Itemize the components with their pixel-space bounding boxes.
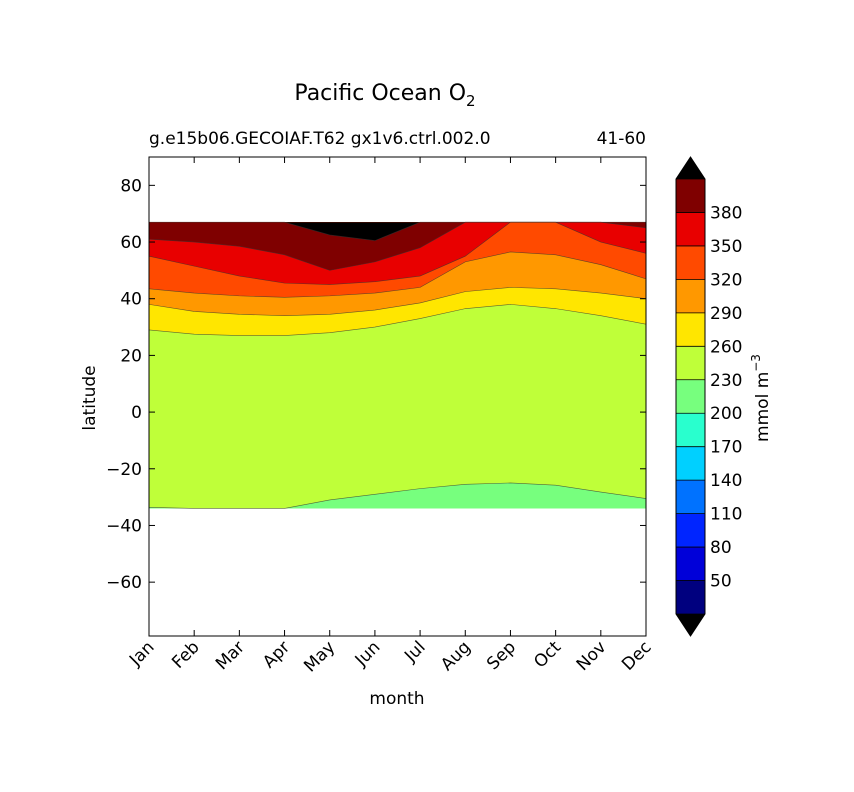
chart-subtitle-left: g.e15b06.GECOIAF.T62 gx1v6.ctrl.002.0 (149, 129, 491, 149)
y-tick-label: 40 (120, 290, 142, 310)
colorbar-under-arrow (676, 614, 705, 636)
colorbar: 380 350 320 290 260 230 200 170 140 110 80 50 (675, 156, 742, 637)
chart-title: Pacific Ocean O2 (294, 81, 475, 110)
y-tick-label: 60 (120, 233, 142, 253)
colorbar-tick-label: 290 (710, 304, 742, 324)
contour-line-350 (148, 221, 647, 285)
colorbar-label: mmol m−3 (749, 354, 773, 442)
colorbar-swatch (676, 279, 705, 314)
chart-subtitle-right: 41-60 (597, 129, 646, 149)
colorbar-swatch (676, 179, 705, 213)
plot-frame (148, 156, 647, 637)
y-axis: 80 60 40 20 0 −20 −40 −60 (106, 176, 646, 593)
colorbar-swatch (676, 547, 705, 581)
y-tick-label: −40 (106, 516, 142, 536)
colorbar-tick-label: 200 (710, 404, 742, 424)
colorbar-swatch (676, 245, 705, 280)
colorbar-tick-label: 230 (710, 371, 742, 391)
colorbar-tick-label: 80 (710, 538, 732, 558)
colorbar-swatch (676, 580, 705, 615)
colorbar-swatch (676, 212, 705, 247)
y-tick-label: −20 (106, 460, 142, 480)
contour-line-260 (148, 304, 647, 336)
colorbar-swatch (676, 312, 705, 347)
contour-lines (148, 221, 647, 509)
contour-band-380 (149, 222, 646, 271)
colorbar-tick-label: 380 (710, 203, 742, 223)
colorbar-over-arrow (676, 157, 705, 179)
colorbar-tick-label: 320 (710, 270, 742, 290)
colorbar-tick-label: 350 (710, 237, 742, 257)
contour-line-410 (149, 221, 646, 241)
colorbar-swatch (676, 513, 705, 548)
colorbar-outline (675, 156, 706, 637)
colorbar-tick-label: 50 (710, 572, 732, 592)
colorbar-tick-label: 170 (710, 438, 742, 458)
y-tick-label: −60 (106, 573, 142, 593)
colorbar-tick-label: 110 (710, 505, 742, 525)
colorbar-tick-label: 140 (710, 471, 742, 491)
y-axis-label: latitude (80, 365, 100, 430)
contour-line-320 (148, 251, 647, 298)
contour-line-230 (148, 482, 647, 509)
contour-fill (149, 222, 646, 509)
colorbar-tick-label: 260 (710, 337, 742, 357)
contour-line-290 (148, 287, 647, 317)
y-tick-label: 0 (131, 403, 142, 423)
y-tick-label: 80 (120, 176, 142, 196)
colorbar-swatch (676, 413, 705, 447)
x-axis-label: month (369, 689, 424, 709)
colorbar-swatch (676, 379, 705, 414)
colorbar-swatch (676, 446, 705, 481)
colorbar-swatch (676, 346, 705, 381)
colorbar-swatch (676, 480, 705, 514)
y-tick-label: 20 (120, 346, 142, 366)
